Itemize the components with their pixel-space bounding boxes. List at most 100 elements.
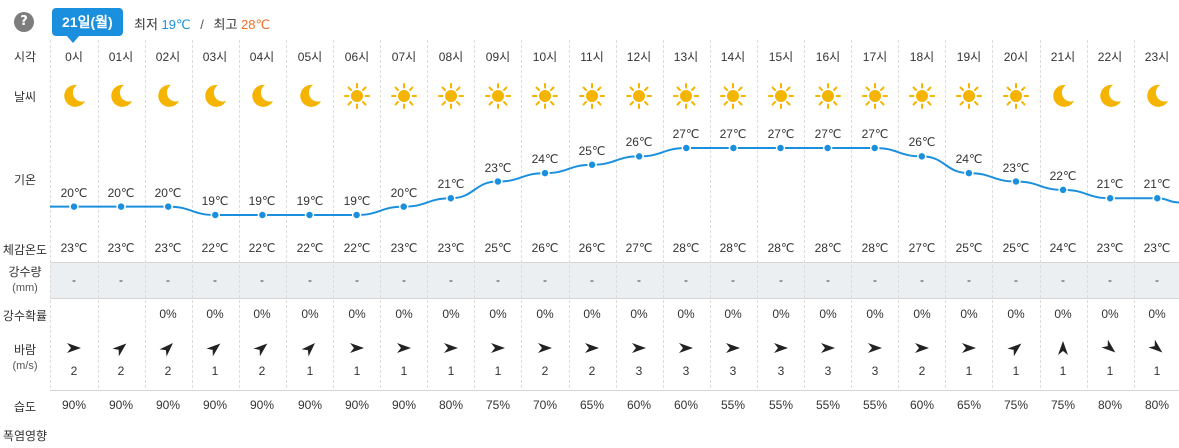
humidity-value: 80%	[1144, 398, 1170, 412]
temperature-point	[1105, 193, 1115, 203]
temperature-point	[775, 143, 786, 153]
rain-probability-value: 0%	[348, 307, 366, 321]
hour-label: 02시	[155, 50, 181, 64]
rain-amount-value: -	[1108, 273, 1112, 287]
wind-direction-icon	[569, 339, 615, 357]
wind-speed-value: 1	[211, 364, 219, 378]
feels-like-value: 25℃	[484, 241, 512, 255]
sun-icon	[899, 82, 945, 114]
feels-like-value: 27℃	[625, 241, 653, 255]
hour-label: 15시	[768, 50, 794, 64]
column-divider	[192, 40, 193, 388]
wind-speed-value: 3	[871, 364, 879, 378]
hour-label: 18시	[909, 50, 935, 64]
date-label: 21일(월)	[62, 14, 113, 30]
hour-label: 16시	[815, 50, 841, 64]
date-tab-selected[interactable]: 21일(월)	[52, 8, 123, 43]
temperature-point	[1058, 185, 1068, 195]
row-label-rain-amount: 강수량 (mm)	[0, 264, 50, 296]
temperature-value: 19℃	[201, 194, 229, 208]
sun-icon	[852, 82, 898, 114]
rain-probability-value: 0%	[301, 307, 319, 321]
temperature-value: 22℃	[1049, 169, 1077, 183]
date-pointer-icon	[66, 35, 80, 43]
rain-probability-value: 0%	[772, 307, 790, 321]
column-divider	[474, 40, 475, 388]
hour-label: 12시	[626, 50, 652, 64]
hour-label: 20시	[1003, 50, 1029, 64]
wind-direction-icon	[287, 339, 333, 357]
column-divider	[98, 40, 99, 388]
wind-direction-icon	[758, 339, 804, 357]
hour-label: 09시	[485, 50, 511, 64]
rain-amount-value: -	[119, 273, 123, 287]
temperature-line	[49, 147, 1179, 216]
temperature-point	[964, 168, 974, 178]
wind-speed-value: 3	[635, 364, 643, 378]
temperature-point	[493, 176, 503, 187]
temperature-value: 27℃	[861, 127, 889, 141]
moon-icon	[1087, 82, 1133, 114]
wind-direction-icon	[145, 339, 191, 357]
hour-label: 04시	[249, 50, 275, 64]
humidity-value: 90%	[202, 398, 228, 412]
humidity-value: 55%	[862, 398, 888, 412]
temperature-value: 27℃	[672, 127, 700, 141]
feels-like-value: 23℃	[1096, 241, 1124, 255]
feels-like-value: 22℃	[296, 241, 324, 255]
temperature-line-chart	[49, 143, 1179, 220]
wind-direction-icon	[805, 339, 851, 357]
wind-title: 바람	[13, 343, 37, 357]
feels-like-value: 26℃	[531, 241, 559, 255]
hour-label: 05시	[297, 50, 323, 64]
min-temp-value: 19℃	[161, 17, 191, 32]
moon-icon	[145, 82, 191, 114]
row-label-rain-prob: 강수확률	[2, 309, 48, 323]
hour-label: 10시	[532, 50, 558, 64]
temperature-point	[304, 210, 315, 220]
row-label-heat: 폭염영향	[2, 429, 48, 443]
temperature-value: 23℃	[484, 161, 512, 175]
wind-speed-value: 2	[70, 364, 78, 378]
rain-amount-value: -	[920, 273, 924, 287]
divider-line	[50, 390, 1179, 391]
column-divider	[50, 40, 51, 388]
rain-amount-value: -	[543, 273, 547, 287]
temperature-point	[634, 151, 644, 162]
feels-like-value: 23℃	[1143, 241, 1171, 255]
wind-speed-value: 1	[1106, 364, 1114, 378]
wind-direction-icon	[852, 339, 898, 357]
temperature-point	[728, 143, 739, 153]
wind-speed-value: 1	[306, 364, 314, 378]
hour-label: 17시	[862, 50, 888, 64]
feels-like-value: 23℃	[390, 241, 418, 255]
temperature-point	[822, 143, 833, 153]
forecast-header: ? 21일(월) 최저 19℃ / 최고 28℃	[0, 0, 1179, 43]
moon-icon	[98, 82, 144, 114]
wind-speed-value: 1	[1012, 364, 1020, 378]
rain-amount-value: -	[637, 273, 641, 287]
feels-like-value: 28℃	[861, 241, 889, 255]
rain-amount-value: -	[260, 273, 264, 287]
wind-speed-value: 1	[447, 364, 455, 378]
temperature-point	[351, 210, 362, 220]
rain-amount-value: -	[213, 273, 217, 287]
wind-direction-icon	[993, 339, 1039, 357]
wind-direction-icon	[192, 339, 238, 357]
help-icon[interactable]: ?	[14, 12, 34, 32]
column-divider	[616, 40, 617, 388]
wind-speed-value: 1	[494, 364, 502, 378]
column-divider	[945, 40, 946, 388]
rain-amount-value: -	[355, 273, 359, 287]
hour-label: 07시	[391, 50, 417, 64]
column-divider	[1040, 40, 1041, 388]
rain-amount-value: -	[779, 273, 783, 287]
temperature-point	[257, 210, 268, 220]
rain-amount-value: -	[826, 273, 830, 287]
temperature-value: 27℃	[719, 127, 747, 141]
min-max-summary: 최저 19℃ / 최고 28℃	[134, 14, 270, 33]
temperature-value: 27℃	[814, 127, 842, 141]
sun-icon	[475, 82, 521, 114]
temperature-point	[398, 201, 409, 212]
max-temp-value: 28℃	[241, 17, 271, 32]
